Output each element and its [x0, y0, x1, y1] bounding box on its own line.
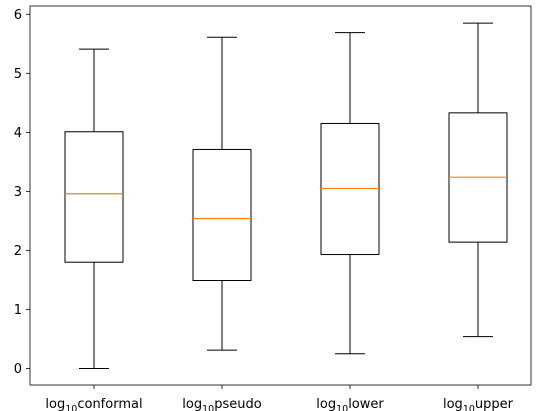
x-tick-label-base: log — [182, 397, 202, 411]
x-tick-label: log10lower — [316, 397, 384, 411]
iqr-box — [192, 148, 252, 282]
x-tick-label: log10upper — [443, 397, 514, 411]
x-tick-label-name: lower — [348, 397, 384, 411]
y-tick-label: 4 — [14, 126, 22, 141]
y-tick-label: 5 — [14, 67, 22, 82]
x-tick-label-base: log — [443, 397, 463, 411]
box-group — [192, 36, 252, 351]
x-tick-label: log10conformal — [45, 397, 142, 411]
x-tick-label-subscript: 10 — [336, 404, 348, 411]
x-tick-label-base: log — [316, 397, 336, 411]
x-tick-label-subscript: 10 — [463, 404, 475, 411]
box-group — [448, 22, 508, 338]
x-tick-label-base: log — [45, 397, 65, 411]
x-tick-label-subscript: 10 — [202, 404, 214, 411]
x-tick-label-subscript: 10 — [65, 404, 77, 411]
x-tick-label-name: pseudo — [214, 397, 262, 411]
box-group — [320, 32, 380, 355]
y-tick-label: 1 — [14, 303, 22, 318]
iqr-box — [64, 131, 124, 263]
y-tick-label: 0 — [14, 362, 22, 377]
x-tick-label-name: upper — [475, 397, 514, 411]
box-group — [64, 48, 124, 369]
y-tick-label: 3 — [14, 185, 22, 200]
y-tick-label: 2 — [14, 244, 22, 259]
y-tick-label: 6 — [14, 8, 22, 23]
x-tick-label: log10pseudo — [182, 397, 261, 411]
axes-frame — [29, 5, 532, 386]
x-tick-label-name: conformal — [77, 397, 142, 411]
